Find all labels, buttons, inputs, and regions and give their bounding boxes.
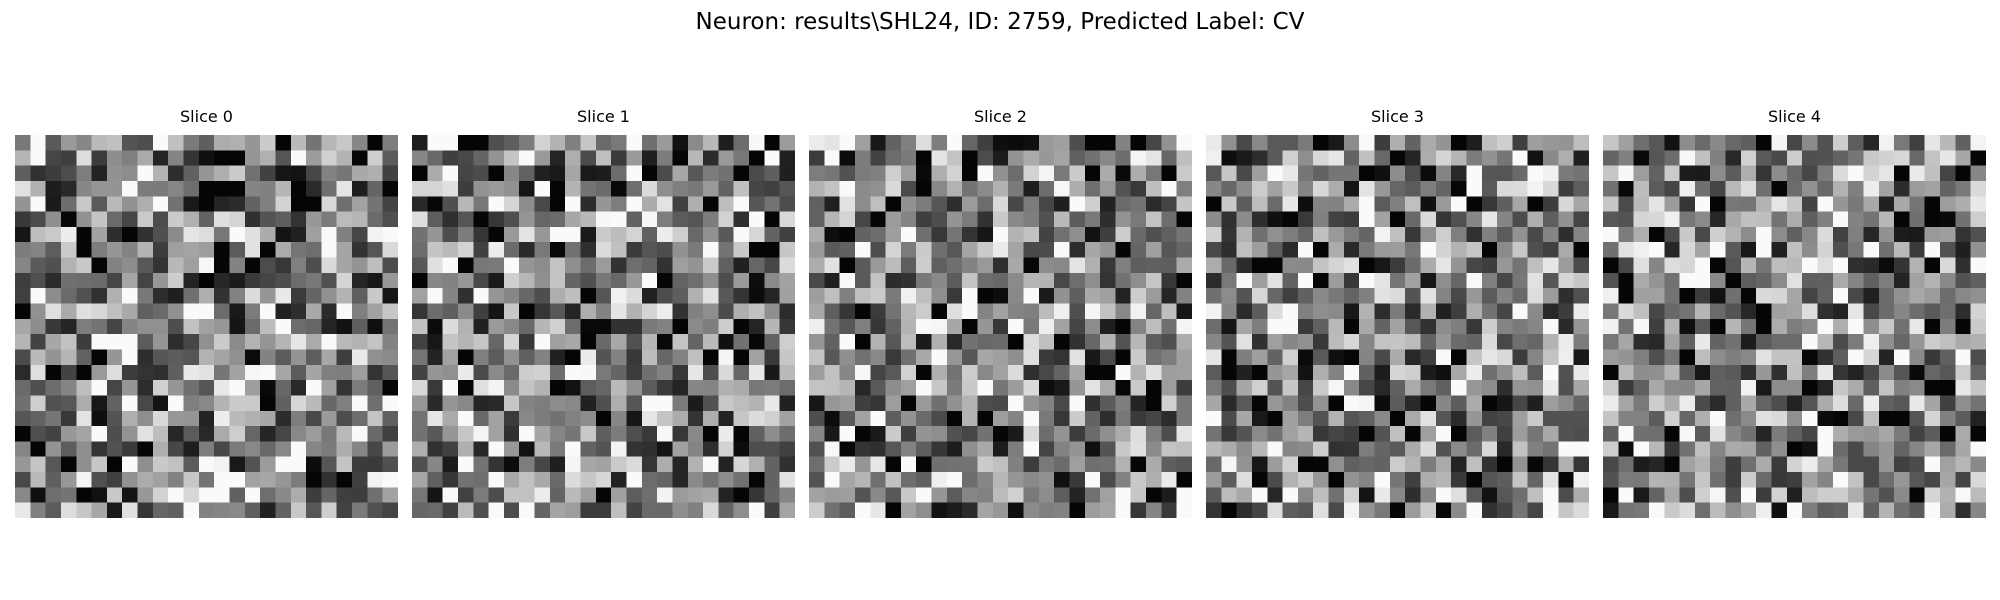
slice-panel-2: Slice 2	[809, 107, 1192, 518]
slice-image-3	[1206, 135, 1589, 518]
slice-title-4: Slice 4	[1768, 107, 1821, 126]
slice-panel-4: Slice 4	[1603, 107, 1986, 518]
slice-title-1: Slice 1	[577, 107, 630, 126]
slice-image-4	[1603, 135, 1986, 518]
slice-image-1	[412, 135, 795, 518]
slice-title-3: Slice 3	[1371, 107, 1424, 126]
slice-panel-3: Slice 3	[1206, 107, 1589, 518]
slice-image-2	[809, 135, 1192, 518]
slice-title-0: Slice 0	[180, 107, 233, 126]
slice-panel-1: Slice 1	[412, 107, 795, 518]
slice-title-2: Slice 2	[974, 107, 1027, 126]
figure-title: Neuron: results\SHL24, ID: 2759, Predict…	[695, 9, 1305, 35]
slice-image-0	[15, 135, 398, 518]
slice-panel-0: Slice 0	[15, 107, 398, 518]
